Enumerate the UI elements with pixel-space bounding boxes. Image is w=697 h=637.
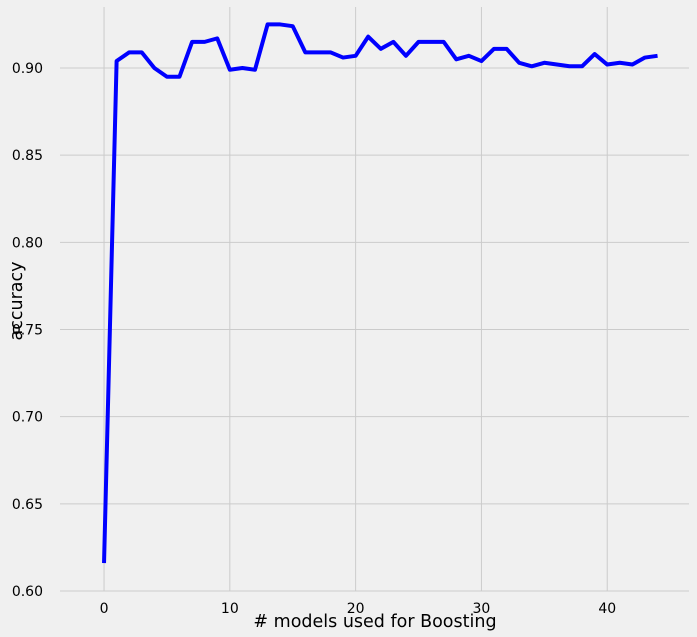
tick-labels: 0 10 20 30 40 0.60 0.65 0.70 0.75 0.80 0.85 0.90 bbox=[12, 61, 616, 617]
y-tick-label: 0.90 bbox=[12, 61, 43, 77]
accuracy-line bbox=[102, 22, 658, 564]
y-tick-label: 0.65 bbox=[12, 497, 43, 513]
y-tick-label: 0.85 bbox=[12, 148, 43, 164]
gridlines bbox=[60, 7, 689, 592]
y-tick-label: 0.60 bbox=[12, 584, 43, 600]
y-tick-label: 0.70 bbox=[12, 410, 43, 426]
x-tick-label: 10 bbox=[221, 601, 239, 617]
x-tick-label: 20 bbox=[347, 601, 365, 617]
x-tick-label: 40 bbox=[598, 601, 616, 617]
series-layer bbox=[102, 22, 658, 564]
x-axis-label: # models used for Boosting bbox=[253, 612, 496, 632]
x-tick-label: 0 bbox=[100, 601, 109, 617]
y-axis-label: accuracy bbox=[7, 262, 27, 341]
x-tick-label: 30 bbox=[473, 601, 491, 617]
y-tick-label: 0.80 bbox=[12, 235, 43, 251]
y-tick-label: 0.75 bbox=[12, 323, 43, 339]
